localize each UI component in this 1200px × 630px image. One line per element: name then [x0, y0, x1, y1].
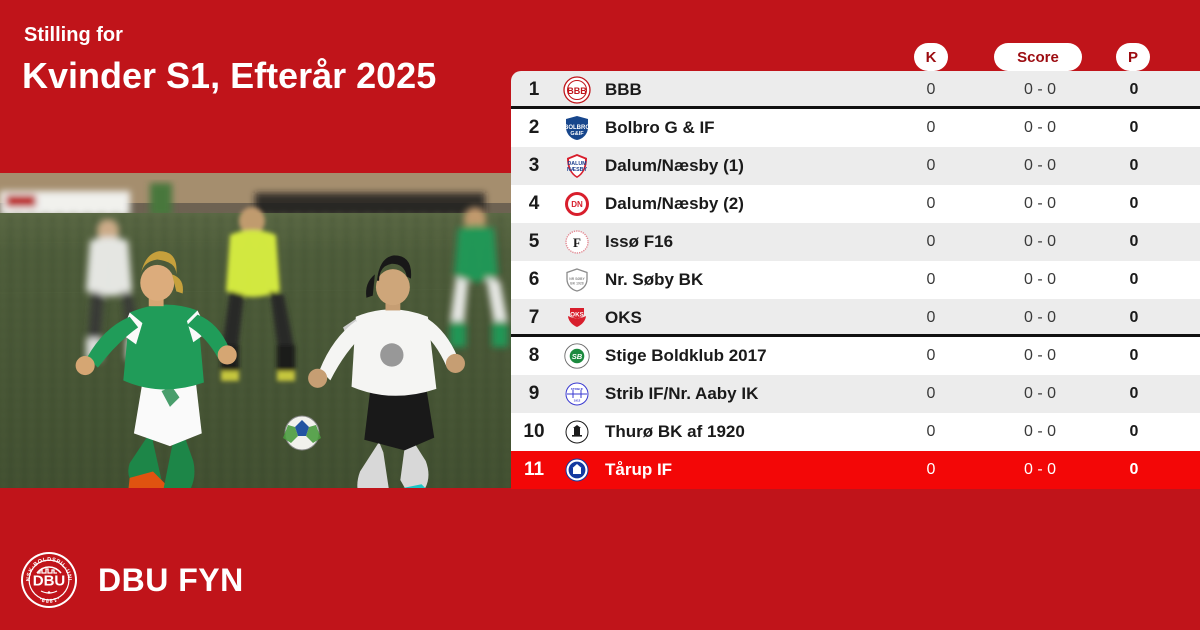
svg-text:NR SØBY: NR SØBY	[569, 277, 585, 281]
svg-text:F: F	[573, 235, 581, 250]
svg-text:STRIB IF: STRIB IF	[571, 387, 584, 391]
svg-text:DBU: DBU	[33, 573, 66, 590]
svg-text:G&IF: G&IF	[570, 131, 584, 137]
svg-text:1912: 1912	[574, 399, 581, 403]
svg-text:BK 1928: BK 1928	[570, 282, 583, 286]
svg-text:SB: SB	[572, 352, 583, 361]
svg-text:DN: DN	[571, 200, 583, 209]
svg-text:NÆSBY: NÆSBY	[567, 167, 587, 173]
svg-text:OKS: OKS	[570, 312, 584, 319]
svg-text:BBB: BBB	[567, 86, 587, 96]
